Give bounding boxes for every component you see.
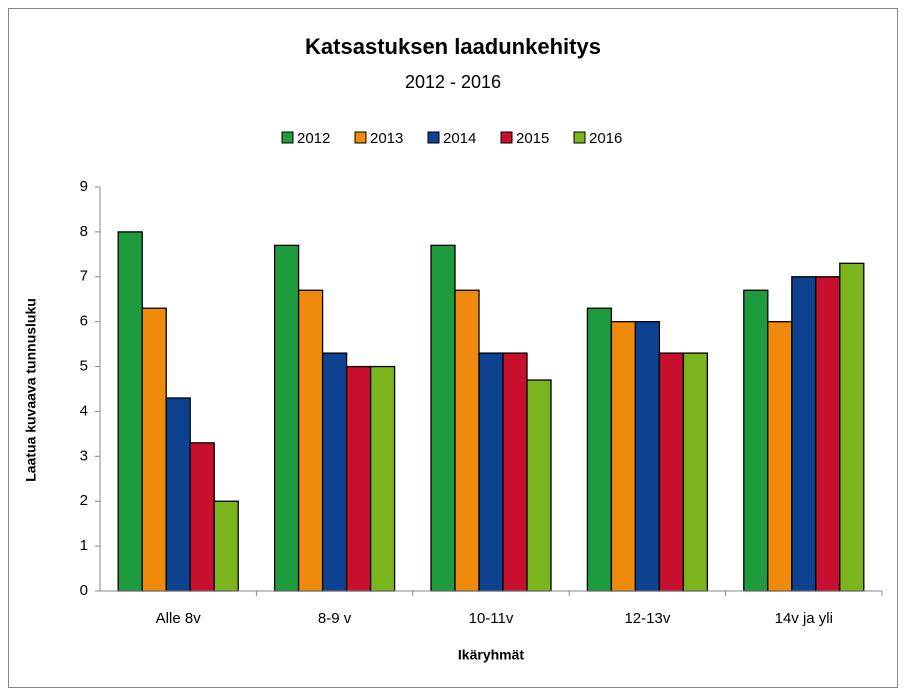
bar — [767, 321, 793, 592]
bar — [526, 379, 552, 592]
bar — [610, 321, 637, 592]
x-axis-label: Ikäryhmät — [458, 647, 524, 663]
legend-swatch — [427, 131, 440, 144]
bar — [839, 262, 865, 592]
y-tick-label: 7 — [80, 268, 88, 285]
y-tick-label: 5 — [80, 358, 88, 375]
bar — [165, 397, 191, 592]
legend-label: 2012 — [297, 130, 330, 147]
y-tick-label: 8 — [80, 223, 88, 240]
bar — [117, 231, 143, 592]
bar — [743, 289, 769, 592]
bar — [321, 352, 348, 592]
y-tick-label: 3 — [80, 447, 88, 464]
legend-swatch — [573, 131, 586, 144]
bar — [478, 352, 504, 592]
y-tick-label: 0 — [80, 582, 88, 599]
y-tick-label: 2 — [80, 492, 88, 509]
legend-label: 2014 — [443, 130, 476, 147]
chart-subtitle: 2012 - 2016 — [405, 72, 501, 92]
x-tick-label: 12-13v — [624, 610, 670, 627]
legend-swatch — [354, 131, 367, 144]
x-tick-label: Alle 8v — [156, 610, 202, 627]
legend-label: 2015 — [516, 130, 549, 147]
legend-label: 2016 — [589, 130, 622, 147]
legend-label: 2013 — [370, 130, 403, 147]
bar — [586, 307, 613, 592]
bar — [430, 244, 456, 592]
y-tick-label: 1 — [80, 537, 88, 554]
bar — [273, 244, 300, 592]
bar — [213, 500, 239, 592]
bar — [682, 352, 709, 592]
bar — [345, 365, 372, 592]
legend-swatch — [500, 131, 513, 144]
chart-title: Katsastuksen laadunkehitys — [305, 34, 601, 59]
bar — [189, 442, 215, 592]
x-tick-label: 8-9 v — [318, 610, 352, 627]
y-tick-label: 6 — [80, 313, 88, 330]
bar — [791, 276, 817, 592]
bar — [141, 307, 167, 592]
x-tick-label: 10-11v — [469, 610, 514, 627]
bar — [634, 321, 661, 592]
x-tick-label: 14v ja yli — [775, 610, 833, 627]
legend-swatch — [281, 131, 294, 144]
bar — [369, 365, 396, 592]
y-tick-label: 9 — [80, 178, 88, 195]
bar — [815, 276, 841, 592]
bar — [502, 352, 528, 592]
y-axis-label: Laatua kuvaava tunnusluku — [23, 298, 39, 482]
bar — [454, 289, 480, 592]
y-tick-label: 4 — [80, 402, 88, 419]
bar — [658, 352, 685, 592]
bar — [297, 289, 324, 592]
